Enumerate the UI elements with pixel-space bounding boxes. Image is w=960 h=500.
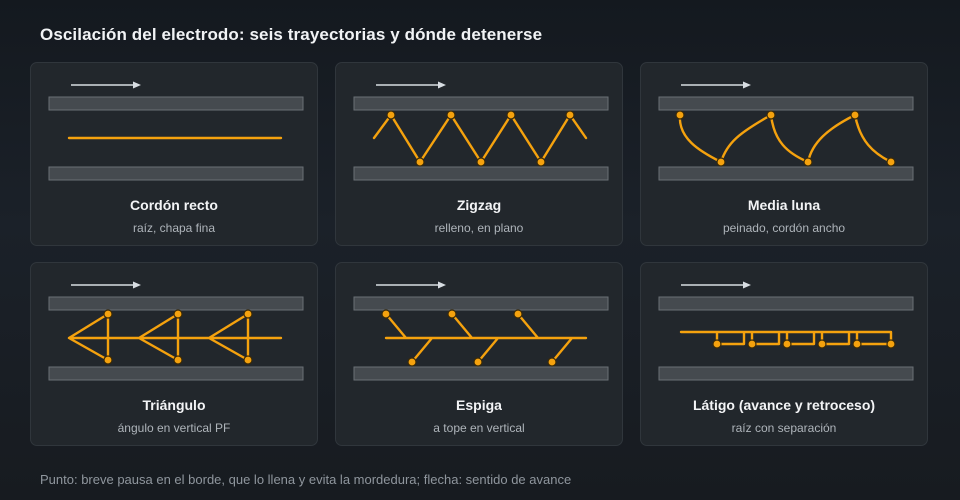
page-title: Oscilación del electrodo: seis trayector… [40, 25, 543, 44]
diagram-triangulo [48, 281, 304, 381]
bottom-plate [48, 166, 304, 181]
card-media-luna: Media luna peinado, cordón ancho [640, 62, 928, 246]
card-latigo: Látigo (avance y retroceso) raíz con sep… [640, 262, 928, 446]
diagram-latigo [658, 281, 914, 381]
card-subtitle: ángulo en vertical PF [117, 421, 231, 435]
pause-dots [103, 309, 253, 365]
card-subtitle: raíz con separación [731, 421, 837, 435]
card-subtitle: raíz, chapa fina [132, 221, 216, 235]
direction-arrow [71, 81, 141, 89]
pause-dots [381, 309, 557, 367]
diagram-zigzag [353, 81, 609, 181]
top-plate [658, 296, 914, 311]
direction-arrow [71, 281, 141, 289]
card-zigzag: Zigzag relleno, en plano [335, 62, 623, 246]
weave-patterns-grid: Cordón recto raíz, chapa fina Zigzag rel… [30, 62, 931, 448]
card-title: Triángulo [142, 397, 206, 413]
card-subtitle: a tope en vertical [433, 421, 525, 435]
card-title: Zigzag [456, 197, 502, 213]
card-title: Cordón recto [130, 197, 218, 213]
card-title: Látigo (avance y retroceso) [692, 397, 876, 413]
direction-arrow [681, 281, 751, 289]
bottom-plate [658, 366, 914, 381]
bottom-plate [353, 166, 609, 181]
card-title: Media luna [747, 197, 821, 213]
bottom-plate [353, 366, 609, 381]
pause-dots [675, 110, 896, 167]
direction-arrow [376, 81, 446, 89]
pause-dots [386, 110, 575, 167]
card-subtitle: peinado, cordón ancho [722, 221, 846, 235]
top-plate [48, 96, 304, 111]
top-plate [48, 296, 304, 311]
card-recto: Cordón recto raíz, chapa fina [30, 62, 318, 246]
card-subtitle: relleno, en plano [434, 221, 524, 235]
weave-path [678, 113, 893, 164]
card-title: Espiga [456, 397, 502, 413]
pause-dots [712, 339, 896, 349]
card-triangulo: Triángulo ángulo en vertical PF [30, 262, 318, 446]
card-espiga: Espiga a tope en vertical [335, 262, 623, 446]
top-plate [658, 96, 914, 111]
top-plate [353, 296, 609, 311]
direction-arrow [376, 281, 446, 289]
weave-path [384, 312, 588, 364]
diagram-espiga [353, 281, 609, 381]
direction-arrow [681, 81, 751, 89]
top-plate [353, 96, 609, 111]
diagram-media-luna [658, 81, 914, 181]
weave-path [679, 330, 893, 346]
weave-path [67, 312, 283, 362]
weave-path [372, 113, 588, 164]
footnote-legend: Punto: breve pausa en el borde, que lo l… [40, 472, 572, 487]
bottom-plate [48, 366, 304, 381]
diagram-recto [48, 81, 304, 181]
bottom-plate [658, 166, 914, 181]
